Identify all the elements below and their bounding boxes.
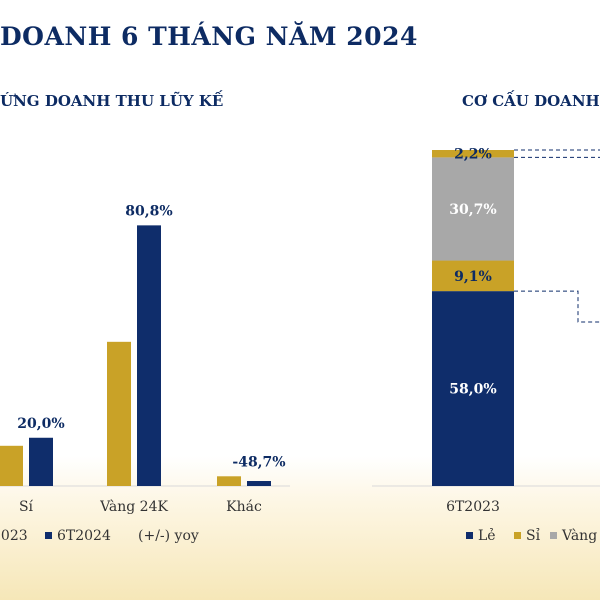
bar-6t2024-2 bbox=[137, 225, 161, 486]
legend-text-3: Vàng bbox=[561, 527, 597, 544]
growth-label-3: -48,7% bbox=[232, 454, 285, 470]
right-chart-title: CƠ CẤU DOANH T bbox=[462, 92, 600, 110]
bar-2023-2 bbox=[107, 341, 131, 486]
legend-swatch-2 bbox=[514, 532, 521, 539]
legend-text-2023: 2023 bbox=[0, 528, 28, 544]
stack-label-3: 30,7% bbox=[449, 202, 496, 218]
bar-2023-1 bbox=[0, 445, 23, 486]
legend-text-6t2024: 6T2024 bbox=[57, 528, 111, 544]
growth-label-2: 80,8% bbox=[125, 203, 172, 219]
category-label-1: Sí bbox=[19, 499, 34, 515]
left-chart-title: ỨNG DOANH THU LŨY KẾ bbox=[0, 92, 224, 110]
bar-6t2024-1 bbox=[29, 437, 53, 486]
growth-label-1: 20,0% bbox=[17, 416, 64, 432]
connector-line-3 bbox=[514, 290, 600, 323]
category-label-3: Khác bbox=[226, 499, 262, 515]
category-label-6t2023: 6T2023 bbox=[446, 499, 500, 515]
page-title: DOANH 6 THÁNG NĂM 2024 bbox=[0, 22, 418, 51]
category-label-2: Vàng 24K bbox=[99, 498, 168, 515]
legend-swatch-3 bbox=[550, 532, 557, 539]
revenue-structure-stacked-chart: 58,0% 9,1% 30,7% 2,2% 6T2023 Lẻ Sỉ Vàng bbox=[372, 147, 600, 544]
legend-swatch-1 bbox=[466, 532, 473, 539]
stack-segment-1 bbox=[432, 291, 514, 486]
revenue-growth-bar-chart: 20,0% Sí 80,8% Vàng 24K -48,7% Khác 2023 6T2024… bbox=[0, 203, 290, 544]
stack-segment-2 bbox=[432, 260, 514, 292]
legend-text-2: Sỉ bbox=[526, 527, 541, 544]
bar-6t2024-3 bbox=[247, 481, 271, 486]
stack-label-4: 2,2% bbox=[454, 147, 492, 163]
bar-2023-3 bbox=[217, 476, 241, 486]
stack-segment-3 bbox=[432, 157, 514, 261]
stack-label-1: 58,0% bbox=[449, 382, 496, 398]
stack-label-2: 9,1% bbox=[454, 269, 492, 285]
stack-segment-4 bbox=[432, 150, 514, 158]
legend-text-1: Lẻ bbox=[478, 527, 496, 544]
legend-text-yoy: (+/-) yoy bbox=[138, 528, 199, 544]
legend-swatch-6t2024 bbox=[45, 532, 52, 539]
